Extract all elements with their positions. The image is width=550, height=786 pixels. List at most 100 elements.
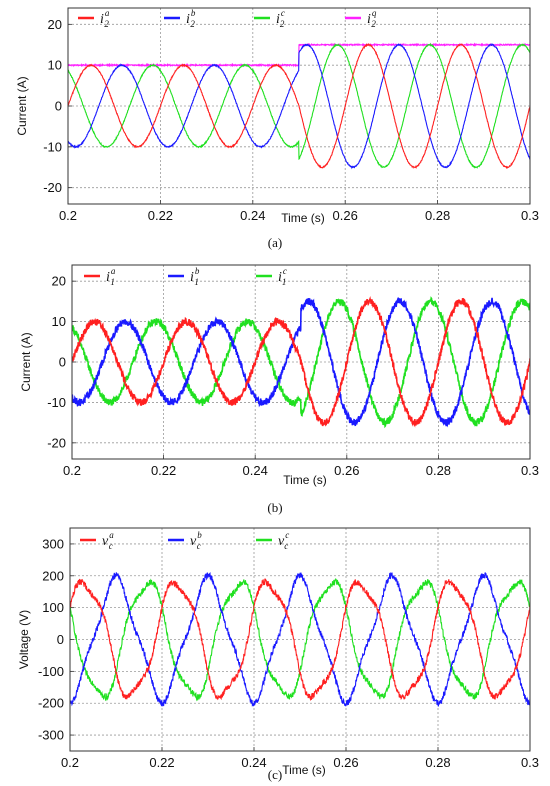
legend-subscript: 2 [371,19,376,29]
legend-superscript: c [285,530,289,540]
plot-frame [69,527,531,752]
legend-superscript: b [191,8,196,18]
legend-base: v [278,534,285,549]
panel-caption: (c) [268,767,282,782]
y-tick-label: 300 [42,536,64,551]
y-tick-label: 0 [55,99,62,114]
x-axis-label: Time (s) [281,211,325,225]
legend-label-vca: va c [102,530,114,551]
legend-superscript: a [105,8,110,18]
legend-superscript: a [109,530,114,540]
legend-base: i [278,270,282,285]
x-tick-label: 0.2 [61,755,79,770]
legend-label-vcc: vc c [278,530,289,551]
legend-subscript: 1 [194,277,199,287]
x-tick-label: 0.2 [59,208,77,223]
legend-label-i1b: ib 1 [190,266,200,287]
x-tick-label: 0.28 [426,463,451,478]
x-axis-label: Time (s) [283,473,327,487]
y-tick-label: 100 [42,600,64,615]
plot-frame [71,264,531,460]
x-axis-label: Time (s) [282,763,326,777]
x-tick-label: 0.24 [240,208,265,223]
legend-subscript: c [109,541,113,551]
y-tick-label: -100 [38,664,64,679]
x-tick-label: 0.24 [243,463,268,478]
plot-frame [67,7,531,205]
legend-base: i [367,12,371,27]
series-line-i1a [72,296,530,428]
legend-label-vcb: vb c [190,530,202,551]
y-tick-label: 200 [42,568,64,583]
y-tick-label: 20 [52,274,66,289]
legend-superscript: b [197,530,202,540]
x-tick-label: 0.22 [149,755,174,770]
legend-label-i2b: ib 2 [186,8,196,29]
legend-subscript: 1 [110,277,115,287]
x-tick-label: 0.26 [334,463,359,478]
x-tick-label: 0.22 [148,208,173,223]
series-line-i2q [68,42,530,68]
legend-superscript: c [283,266,287,276]
x-tick-label: 0.3 [521,755,539,770]
panel-caption: (a) [268,235,282,250]
legend-base: i [276,12,280,27]
panel-caption: (b) [267,500,282,515]
y-axis-label: Voltage (V) [17,610,31,669]
chart-3: 300 200 100 0 -100 -200 -300 0.2 0.22 0.24 0.26 0.2… [17,527,539,782]
series-line-i2c [68,42,530,169]
legend-label-i2q: iq 2 [367,8,377,29]
legend-subscript: 2 [104,19,109,29]
x-tick-label: 0.26 [333,755,358,770]
legend-superscript: q [372,8,377,18]
legend-base: v [102,534,109,549]
y-tick-label: -10 [43,139,62,154]
y-tick-label: -20 [47,435,66,450]
y-tick-label: 10 [52,314,66,329]
series-line-vca [70,578,530,702]
series-line-i2b [68,43,530,170]
legend-base: v [190,534,197,549]
legend-subscript: 2 [190,19,195,29]
legend-base: i [106,270,110,285]
y-tick-label: 0 [59,355,66,370]
x-tick-label: 0.26 [333,208,358,223]
legend-subscript: c [197,541,201,551]
y-tick-label: 20 [48,17,62,32]
x-tick-label: 0.3 [521,463,539,478]
legend-superscript: b [195,266,200,276]
x-tick-label: 0.22 [151,463,176,478]
y-tick-label: -20 [43,180,62,195]
legend-superscript: a [111,266,116,276]
legend-subscript: c [284,541,288,551]
series-line-vcb [70,572,530,707]
series-line-i1b [72,296,530,428]
legend-superscript: c [281,8,285,18]
y-axis-label: Current (A) [15,76,29,135]
y-tick-label: 10 [48,58,62,73]
y-tick-label: -200 [38,696,64,711]
x-tick-label: 0.3 [521,208,539,223]
legend-label-i2a: ia 2 [100,8,110,29]
legend-subscript: 1 [282,277,287,287]
legend-label-i1a: ia 1 [106,266,116,287]
x-tick-label: 0.28 [425,755,450,770]
x-tick-label: 0.2 [63,463,81,478]
series-line-i2a [68,43,530,169]
series-line-vcc [70,577,530,702]
series-line-i1c [72,296,530,429]
legend-label-i2c: ic 2 [276,8,285,29]
y-tick-label: 0 [57,632,64,647]
x-tick-label: 0.24 [241,755,266,770]
x-tick-label: 0.28 [425,208,450,223]
y-axis-label: Current (A) [19,332,33,391]
legend-label-i1c: ic 1 [278,266,287,287]
legend-subscript: 2 [280,19,285,29]
y-tick-label: -10 [47,395,66,410]
legend-base: i [190,270,194,285]
legend-base: i [100,12,104,27]
legend-base: i [186,12,190,27]
